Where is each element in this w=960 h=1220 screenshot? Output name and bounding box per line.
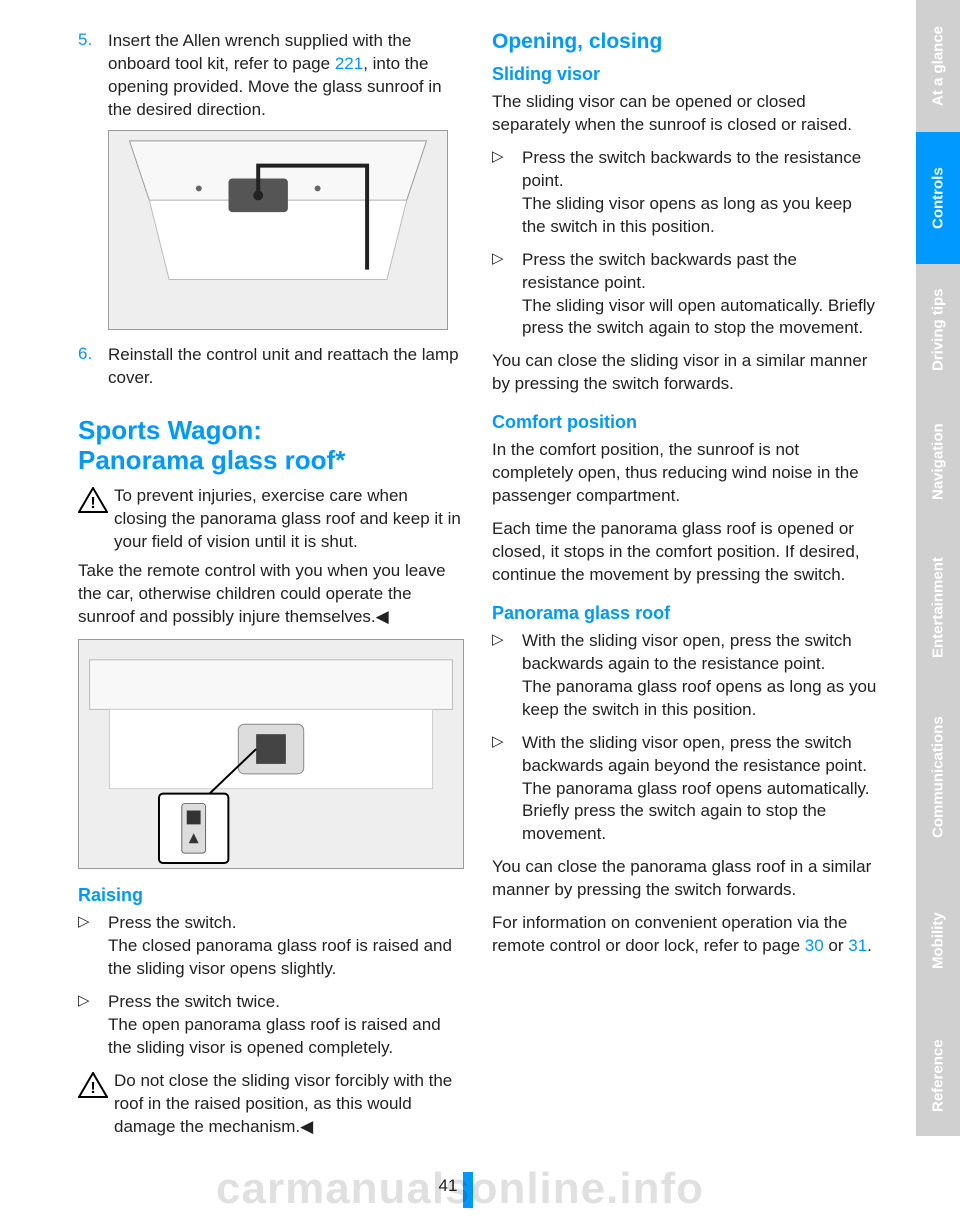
bullet-icon: ▷ (78, 991, 108, 1060)
paragraph: For information on convenient operation … (492, 912, 878, 958)
list-item: ▷ With the sliding visor open, press the… (492, 630, 878, 722)
page-number-bar (463, 1172, 473, 1208)
figure-allen-wrench (108, 130, 448, 330)
subheading-raising: Raising (78, 885, 464, 906)
page-link-31[interactable]: 31 (848, 936, 867, 955)
tab-navigation[interactable]: Navigation (916, 396, 960, 528)
svg-text:!: ! (90, 1080, 95, 1097)
list-item: ▷ Press the switch backwards to the resi… (492, 147, 878, 239)
subheading-comfort: Comfort position (492, 412, 878, 433)
tab-entertainment[interactable]: Entertainment (916, 528, 960, 688)
right-column: Opening, closing Sliding visor The slidi… (492, 30, 878, 1220)
warning-icon: ! (78, 1072, 108, 1098)
warning-block: ! To prevent injuries, exercise care whe… (78, 485, 464, 554)
subheading-panorama: Panorama glass roof (492, 603, 878, 624)
page-number: 41 (439, 1176, 458, 1195)
warning-block: ! Do not close the sliding visor forcibl… (78, 1070, 464, 1139)
warning-text: To prevent injuries, exercise care when … (114, 485, 464, 554)
step-6: 6. Reinstall the control unit and reatta… (78, 344, 464, 390)
paragraph: The sliding visor can be opened or close… (492, 91, 878, 137)
step-number: 6. (78, 344, 108, 390)
step-text: Insert the Allen wrench supplied with th… (108, 30, 464, 122)
page-number-wrap: 41 (0, 1174, 896, 1198)
figure-roof-switch (78, 639, 464, 869)
step-number: 5. (78, 30, 108, 122)
page-link-30[interactable]: 30 (805, 936, 824, 955)
bullet-icon: ▷ (78, 912, 108, 981)
bullet-icon: ▷ (492, 249, 522, 341)
warning-icon: ! (78, 487, 108, 513)
step-text: Reinstall the control unit and reattach … (108, 344, 464, 390)
tab-communications[interactable]: Communications (916, 688, 960, 866)
svg-text:!: ! (90, 495, 95, 512)
paragraph: You can close the sliding visor in a sim… (492, 350, 878, 396)
section-heading: Opening, closing (492, 30, 878, 54)
bullet-icon: ▷ (492, 147, 522, 239)
bullet-icon: ▷ (492, 732, 522, 847)
list-item: ▷ With the sliding visor open, press the… (492, 732, 878, 847)
list-item: ▷ Press the switch backwards past the re… (492, 249, 878, 341)
paragraph: Each time the panorama glass roof is ope… (492, 518, 878, 587)
tab-driving-tips[interactable]: Driving tips (916, 264, 960, 396)
tab-controls[interactable]: Controls (916, 132, 960, 264)
warning-text: Do not close the sliding visor forcibly … (114, 1070, 464, 1139)
page-link-221[interactable]: 221 (335, 54, 363, 73)
list-item: ▷ Press the switch twice. The open panor… (78, 991, 464, 1060)
warning-continuation: Take the remote control with you when yo… (78, 560, 464, 629)
left-column: 5. Insert the Allen wrench supplied with… (78, 30, 464, 1220)
section-tabs: At a glanceControlsDriving tipsNavigatio… (916, 0, 960, 1220)
paragraph: In the comfort position, the sunroof is … (492, 439, 878, 508)
section-heading: Sports Wagon: Panorama glass roof* (78, 416, 464, 476)
paragraph: You can close the panorama glass roof in… (492, 856, 878, 902)
tab-reference[interactable]: Reference (916, 1016, 960, 1136)
list-item: ▷ Press the switch. The closed panorama … (78, 912, 464, 981)
step-5: 5. Insert the Allen wrench supplied with… (78, 30, 464, 122)
bullet-icon: ▷ (492, 630, 522, 722)
tab-mobility[interactable]: Mobility (916, 866, 960, 1016)
tab-at-a-glance[interactable]: At a glance (916, 0, 960, 132)
subheading-sliding-visor: Sliding visor (492, 64, 878, 85)
